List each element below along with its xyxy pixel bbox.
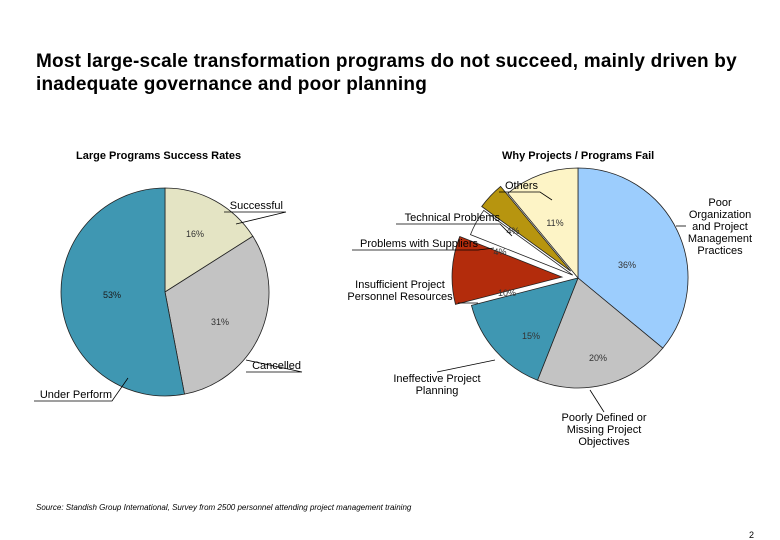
value-label-poorly-defined-or-missing-project-objectives: 20%	[589, 353, 607, 363]
leader-line-cancelled	[245, 359, 303, 373]
slice-problems-with-suppliers	[469, 209, 573, 276]
category-label-poorly-defined-or-missing-project-objectives: Poorly Defined or Missing Project Objectiv…	[562, 412, 647, 448]
category-label-under-perform: Under Perform	[40, 389, 112, 401]
source-note: Source: Standish Group International, Su…	[36, 503, 412, 512]
slice-insufficient-project-personnel-resources	[451, 235, 564, 305]
slice-under-perform	[60, 187, 185, 397]
value-label-problems-with-suppliers: 4%	[493, 247, 506, 257]
category-label-ineffective-project-planning: Ineffective Project Planning	[393, 373, 480, 397]
slice-poor-organization-and-project-management-practices	[577, 167, 689, 349]
value-label-technical-problems: 4%	[506, 226, 519, 236]
leader-line-problems-with-suppliers	[352, 247, 495, 251]
value-label-cancelled: 31%	[211, 317, 229, 327]
slice-successful	[164, 187, 254, 293]
category-label-poor-organization-and-project-management-practices: Poor Organization and Project Management Pra…	[688, 197, 752, 257]
value-label-insufficient-project-personnel-resources: 10%	[498, 288, 516, 298]
value-label-poor-organization-and-project-management-practices: 36%	[618, 260, 636, 270]
pie-chart-failure-reasons: 36% 20% 15% 10% 4% 4% 11%	[451, 167, 689, 389]
leader-line-others	[499, 191, 553, 201]
category-label-successful: Successful	[230, 200, 283, 212]
slice-cancelled	[164, 235, 270, 395]
category-label-technical-problems: Technical Problems	[405, 212, 501, 224]
leader-line-poorly-defined-or-missing-project-objectives	[589, 389, 605, 413]
leader-line-technical-problems	[396, 223, 513, 237]
category-label-others: Others	[505, 180, 539, 192]
value-label-under-perform: 53%	[103, 290, 121, 300]
slice-ineffective-project-planning	[470, 277, 579, 381]
leader-line-under-perform	[34, 377, 129, 402]
slice-technical-problems	[481, 185, 572, 272]
leader-line-successful	[224, 211, 287, 225]
slide-title: Most large-scale transformation programs…	[36, 51, 737, 95]
chart-1-title: Large Programs Success Rates	[76, 150, 242, 162]
category-label-insufficient-project-personnel-resources: Insufficient Project Personnel Resources	[347, 279, 453, 303]
category-label-problems-with-suppliers: Problems with Suppliers	[360, 238, 478, 250]
value-label-ineffective-project-planning: 15%	[522, 331, 540, 341]
pie-chart-success-rates: 16% 31% 53%	[60, 187, 270, 397]
value-label-others: 11%	[546, 218, 563, 228]
slice-poorly-defined-or-missing-project-objectives	[536, 277, 664, 389]
page-number: 2	[748, 530, 754, 540]
leader-line-ineffective-project-planning	[436, 359, 496, 373]
value-label-successful: 16%	[186, 229, 204, 239]
chart-2-title: Why Projects / Programs Fail	[502, 150, 655, 162]
